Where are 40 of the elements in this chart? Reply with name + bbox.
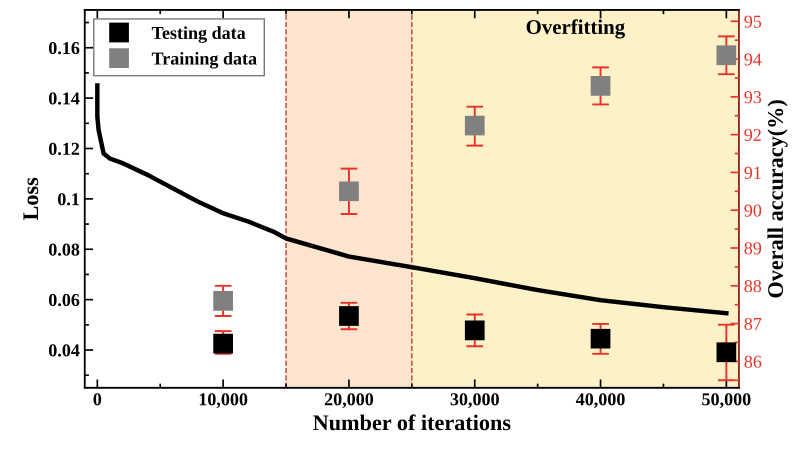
y2-tick-label: 90 xyxy=(744,204,762,217)
y-tick-label: 0.08 xyxy=(48,244,80,256)
y2-tick-label: 95 xyxy=(744,16,762,28)
x-tick-label: 50,000 xyxy=(702,393,750,408)
x-axis-title: Number of iterations xyxy=(313,414,510,430)
y-axis-title: Loss xyxy=(23,178,38,220)
y2-axis-title: Overall accuracy(%) xyxy=(767,100,788,298)
legend-label: Training data xyxy=(152,52,257,68)
point xyxy=(716,45,736,66)
y2-tick-label: 93 xyxy=(744,91,762,104)
y-tick-label: 0.06 xyxy=(48,294,80,306)
legend-label: Testing data xyxy=(152,26,246,43)
point xyxy=(464,320,485,340)
point xyxy=(590,328,610,349)
x-tick-label: 20,000 xyxy=(324,393,374,408)
y-tick-label: 0.04 xyxy=(48,344,80,357)
point xyxy=(339,306,359,326)
x-tick-label: 40,000 xyxy=(576,393,625,408)
y2-tick-label: 92 xyxy=(744,128,761,142)
y2-tick-label: 86 xyxy=(744,356,762,368)
band-label: Overfitting xyxy=(526,19,625,38)
line-series xyxy=(95,83,729,316)
point xyxy=(213,334,233,354)
x-tick-label: 10,000 xyxy=(200,393,248,408)
point xyxy=(590,76,610,96)
y-tick-label: 0.12 xyxy=(48,142,80,156)
x-tick-label: 30,000 xyxy=(450,393,499,408)
y2-tick-label: 89 xyxy=(744,242,762,254)
point xyxy=(464,116,485,136)
point xyxy=(339,181,359,202)
point xyxy=(716,342,736,362)
y-tick-label: 0.16 xyxy=(48,42,80,54)
y2-tick-label: 91 xyxy=(744,166,761,179)
point xyxy=(213,291,233,311)
y-tick-label: 0.14 xyxy=(48,92,80,105)
y-tick-label: 0.1 xyxy=(58,193,79,206)
x-tick-label: 0 xyxy=(94,393,102,406)
y2-tick-label: 88 xyxy=(744,280,762,292)
y2-tick-label: 94 xyxy=(744,53,762,66)
y2-tick-label: 87 xyxy=(744,318,762,330)
